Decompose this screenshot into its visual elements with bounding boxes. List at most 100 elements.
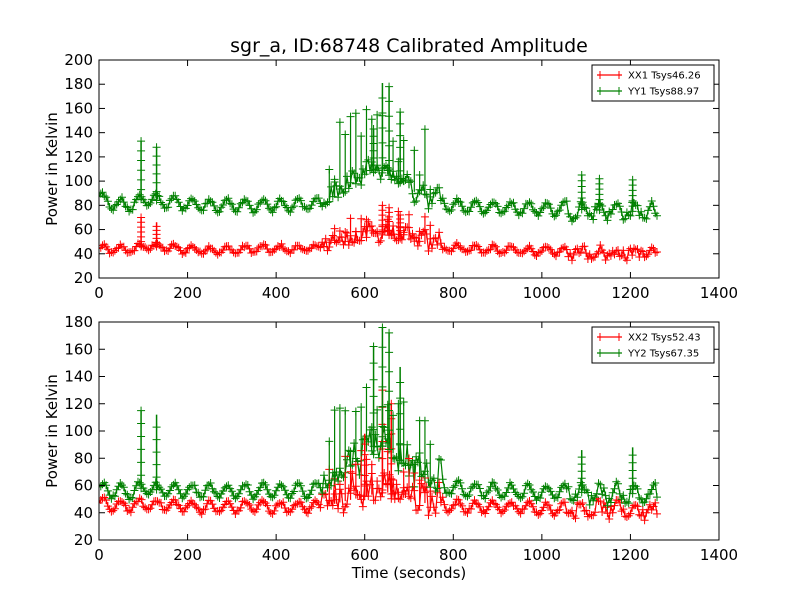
spike-marker: [369, 342, 378, 351]
spike-marker: [330, 406, 339, 415]
spike-marker: [415, 476, 424, 485]
spike-marker: [628, 466, 637, 475]
spike-marker: [152, 143, 161, 152]
spike-marker: [152, 152, 161, 161]
series-group: [99, 323, 661, 525]
spike-marker: [405, 178, 413, 187]
x-tick-label: 400: [262, 546, 291, 564]
spike-group-2: [137, 82, 637, 216]
spike-marker: [367, 460, 376, 469]
spike-marker: [346, 467, 355, 476]
spike-marker: [405, 454, 413, 463]
spike-marker: [346, 447, 355, 456]
spike-marker: [385, 387, 394, 396]
spike-marker: [351, 407, 360, 416]
spike-marker: [137, 137, 146, 146]
legend-label: YY2 Tsys67.35: [627, 349, 699, 360]
y-tick-label: 40: [74, 504, 93, 522]
spike-marker: [385, 171, 394, 180]
axes-frame: [98, 59, 720, 279]
y-tick-label: 80: [74, 449, 93, 467]
spike-marker: [335, 480, 344, 489]
spike-marker: [378, 93, 387, 102]
y-tick-label: 120: [64, 148, 93, 166]
spike-marker: [628, 458, 637, 467]
spike-marker: [385, 126, 394, 135]
spike-marker: [577, 171, 586, 180]
spike-marker: [367, 226, 376, 235]
spike-marker: [152, 196, 161, 205]
spike-marker: [373, 405, 382, 414]
spike-marker: [152, 160, 161, 169]
spike-marker: [137, 195, 146, 204]
spike-marker: [360, 450, 369, 459]
x-tick-label: 200: [173, 546, 202, 564]
spike-marker: [362, 383, 371, 392]
x-tick-label: 0: [94, 284, 104, 302]
spike-marker: [396, 378, 405, 387]
spike-marker: [426, 440, 435, 449]
spike-marker: [405, 461, 413, 470]
spike-marker: [394, 488, 403, 497]
spike-marker: [378, 111, 387, 120]
spike-marker: [360, 471, 369, 480]
spike-marker: [369, 132, 378, 141]
spike-marker: [362, 215, 371, 224]
spike-marker: [426, 185, 435, 194]
spike-marker: [396, 166, 405, 175]
spike-marker: [410, 146, 419, 155]
spike-marker: [595, 174, 604, 183]
y-tick-label: 100: [64, 172, 93, 190]
spike-marker: [137, 471, 146, 480]
spike-marker: [152, 448, 161, 457]
spike-marker: [137, 484, 146, 493]
series-line: [99, 158, 658, 223]
spike-marker: [385, 82, 394, 91]
x-tick-label: 0: [94, 546, 104, 564]
spike-marker: [399, 136, 408, 145]
y-tick-label: 80: [74, 196, 93, 214]
spike-marker: [137, 458, 146, 467]
spike-marker: [325, 238, 334, 247]
y-tick-label: 120: [64, 395, 93, 413]
spike-marker: [385, 348, 394, 357]
y-tick-label: 160: [64, 340, 93, 358]
spike-marker: [385, 445, 394, 454]
y-tick-label: 180: [64, 313, 93, 331]
spike-marker: [389, 230, 398, 239]
x-tick-label: 800: [439, 284, 468, 302]
spike-marker: [360, 492, 369, 501]
spike-marker: [577, 488, 586, 497]
x-tick-label: 1000: [523, 284, 561, 302]
spike-marker: [360, 481, 369, 490]
spike-marker: [385, 367, 394, 376]
y-tick-label: 20: [74, 269, 93, 287]
spike-marker: [410, 460, 419, 469]
spike-marker: [387, 474, 396, 483]
spike-marker: [369, 161, 378, 170]
spike-marker: [137, 175, 146, 184]
spike-marker: [152, 187, 161, 196]
spike-marker: [415, 171, 424, 180]
spike-marker: [399, 228, 408, 237]
spike-marker: [378, 222, 387, 231]
spike-marker: [152, 460, 161, 469]
spike-marker: [577, 481, 586, 490]
y-tick-label: 60: [74, 477, 93, 495]
spike-marker: [378, 363, 387, 372]
y-tick-label: 140: [64, 368, 93, 386]
spike-marker: [373, 477, 382, 486]
spike-marker: [385, 141, 394, 150]
spike-marker: [369, 442, 378, 451]
spike-marker: [362, 455, 371, 464]
spike-group-2: [137, 323, 637, 498]
x-tick-label: 1000: [523, 546, 561, 564]
legend-marker: [599, 87, 620, 95]
spike-marker: [396, 425, 405, 434]
spike-marker: [369, 392, 378, 401]
spike-marker: [137, 445, 146, 454]
spike-marker: [137, 419, 146, 428]
y-tick-label: 180: [64, 75, 93, 93]
y-tick-label: 140: [64, 124, 93, 142]
